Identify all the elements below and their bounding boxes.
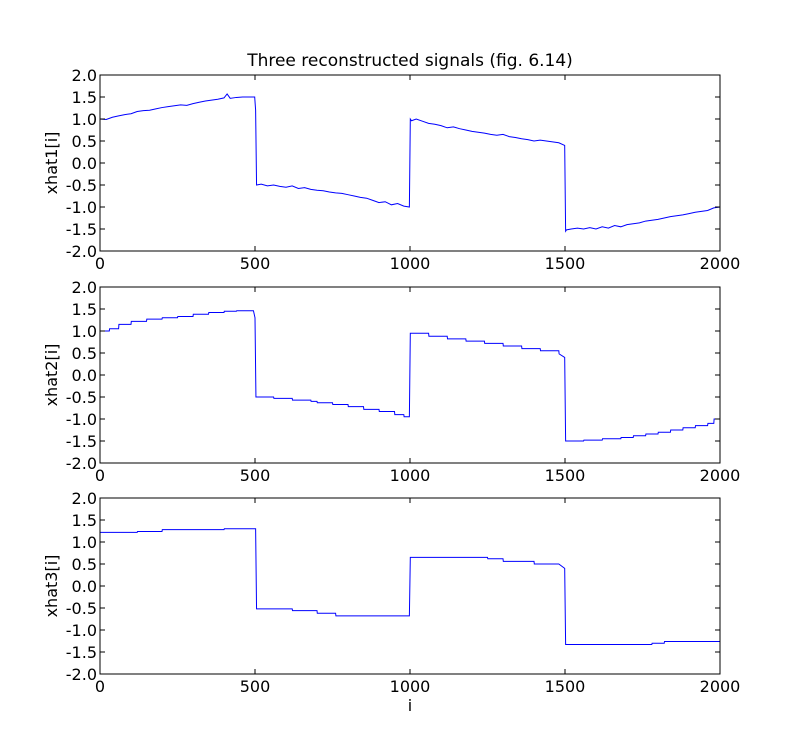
y-tick-label: 1.5	[72, 300, 97, 319]
y-axis-label: xhat3[i]	[42, 555, 61, 618]
y-tick-label: 0.0	[72, 577, 97, 596]
x-tick-label: 1000	[390, 677, 431, 696]
y-tick-label: 0.0	[72, 154, 97, 173]
y-tick-label: 1.5	[72, 88, 97, 107]
x-tick-label: 1500	[545, 466, 586, 485]
x-tick-label: 1000	[390, 254, 431, 273]
y-tick-label: -0.5	[66, 176, 97, 195]
y-tick-label: -2.0	[66, 242, 97, 261]
x-tick-label: 2000	[700, 254, 741, 273]
y-tick-label: -2.0	[66, 665, 97, 684]
y-tick-label: 1.0	[72, 110, 97, 129]
x-tick-label: 0	[95, 677, 105, 696]
series-line-1-1	[99, 93, 721, 233]
y-tick-label: -1.0	[66, 621, 97, 640]
y-axis-label: xhat1[i]	[42, 132, 61, 195]
y-axis-label: xhat2[i]	[42, 344, 61, 407]
y-tick-label: 0.5	[72, 132, 97, 151]
y-tick-label: -1.0	[66, 198, 97, 217]
x-tick-label: 0	[95, 466, 105, 485]
x-tick-label: 2000	[700, 677, 741, 696]
y-tick-label: 0.5	[72, 555, 97, 574]
x-tick-label: 1500	[545, 254, 586, 273]
chart-title: Three reconstructed signals (fig. 6.14)	[246, 51, 573, 71]
x-tick-label: 500	[240, 677, 271, 696]
x-tick-label: 0	[95, 254, 105, 273]
subplot-1: Three reconstructed signals (fig. 6.14) 0…	[42, 51, 740, 273]
x-tick-label: 1000	[390, 466, 431, 485]
y-tick-label: 1.0	[72, 533, 97, 552]
y-tick-label: -1.5	[66, 220, 97, 239]
y-tick-label: -0.5	[66, 599, 97, 618]
x-tick-label: 500	[240, 254, 271, 273]
x-tick-label: 2000	[700, 466, 741, 485]
y-tick-label: -1.0	[66, 410, 97, 429]
y-tick-label: 2.0	[72, 278, 97, 297]
series-line-3-1	[100, 528, 720, 646]
x-axis-label: i	[408, 696, 412, 715]
y-tick-label: 1.5	[72, 511, 97, 530]
subplot-3: 0 500 1000 1500 2000 2.0 1.5 1.0 0.5 0.0 -0.5 -1.0 -…	[42, 489, 740, 715]
x-tick-label: 500	[240, 466, 271, 485]
y-tick-label: 0.0	[72, 366, 97, 385]
y-tick-label: 2.0	[72, 66, 97, 85]
subplot-2: 0 500 1000 1500 2000 2.0 1.5 1.0 0.5 0.0 -0.5 -1.0 -…	[42, 278, 740, 485]
y-tick-label: -2.0	[66, 454, 97, 473]
y-tick-label: 2.0	[72, 489, 97, 508]
y-tick-label: -1.5	[66, 432, 97, 451]
y-tick-label: 0.5	[72, 344, 97, 363]
series-line-2-1	[100, 310, 720, 442]
y-tick-label: 1.0	[72, 322, 97, 341]
y-tick-label: -1.5	[66, 643, 97, 662]
x-tick-label: 1500	[545, 677, 586, 696]
y-tick-label: -0.5	[66, 388, 97, 407]
